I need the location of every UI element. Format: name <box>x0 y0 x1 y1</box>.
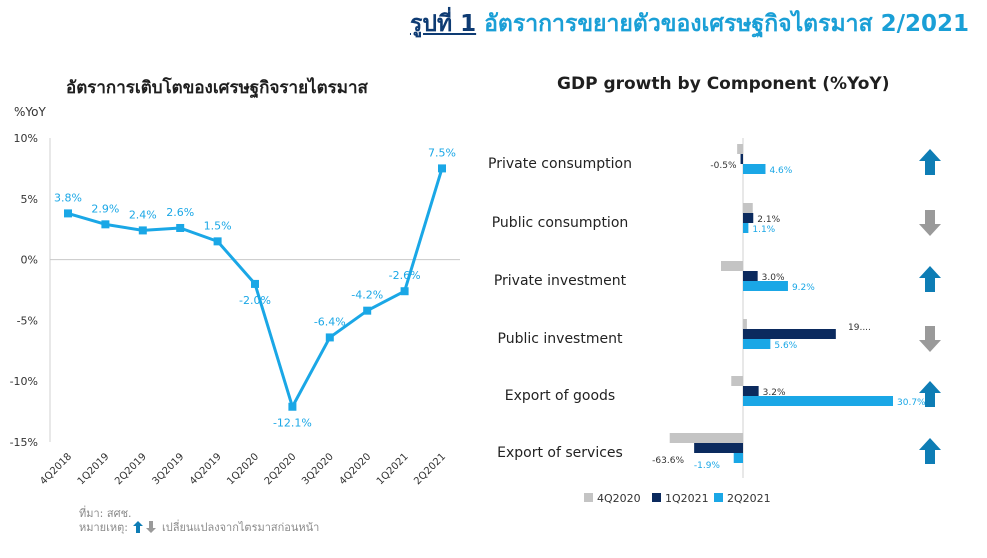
data-label-3Q2019: 2.6% <box>166 206 194 219</box>
data-point-1Q2020 <box>251 279 259 288</box>
figure-label: รูปที่ 1 <box>409 11 477 37</box>
data-label-2Q2020: -12.1% <box>273 417 312 430</box>
bar-value-label: 3.2% <box>763 388 786 398</box>
category-label: Private investment <box>494 273 627 289</box>
legend-swatch-2Q2021 <box>714 493 723 502</box>
data-label-4Q2018: 3.8% <box>54 191 82 204</box>
data-point-2Q2021 <box>438 164 446 173</box>
legend-label-4Q2020: 4Q2020 <box>597 492 641 505</box>
bar-chart-title: GDP growth by Component (%YoY) <box>557 74 890 94</box>
bar-value-label: -0.5% <box>710 161 737 171</box>
y-tick-label: -5% <box>17 314 38 327</box>
category-label: Public consumption <box>492 215 629 231</box>
bar-value-label: 4.6% <box>769 166 792 176</box>
bar-value-label: 5.6% <box>774 341 797 351</box>
data-label-4Q2020: -4.2% <box>351 289 383 302</box>
bar-2Q2021 <box>743 164 766 174</box>
bar-value-label: 19.... <box>848 323 871 333</box>
footnote-note: หมายเหตุ: เปลี่ยนแปลงจากไตรมาสก่อนหน้า <box>79 518 319 536</box>
category-label: Private consumption <box>488 156 632 172</box>
data-label-3Q2020: -6.4% <box>314 315 346 328</box>
bar-1Q2021 <box>743 271 758 281</box>
bar-1Q2021 <box>743 386 759 396</box>
legend-swatch-4Q2020 <box>584 493 593 502</box>
footnote-note-prefix: หมายเหตุ: <box>79 521 128 534</box>
bar-4Q2020 <box>669 433 743 443</box>
bar-4Q2020 <box>731 376 743 386</box>
bar-value-label: 3.0% <box>762 273 785 283</box>
legend-label-1Q2021: 1Q2021 <box>665 492 709 505</box>
data-label-2Q2021: 7.5% <box>428 146 456 159</box>
bar-4Q2020 <box>743 203 753 213</box>
data-label-1Q2020: -2.0% <box>239 294 271 307</box>
bar-2Q2021 <box>743 339 771 349</box>
category-label: Export of services <box>497 445 623 461</box>
footnote-note-text: เปลี่ยนแปลงจากไตรมาสก่อนหน้า <box>161 521 320 534</box>
bar-1Q2021 <box>740 154 743 164</box>
bar-1Q2021 <box>694 443 743 453</box>
y-tick-label: 5% <box>21 193 38 206</box>
data-label-2Q2019: 2.4% <box>129 208 157 221</box>
bar-value-label: -1.9% <box>694 461 721 471</box>
y-axis-label: %YoY <box>14 105 46 119</box>
category-label: Public investment <box>498 331 623 347</box>
y-tick-label: 0% <box>21 254 38 267</box>
bar-2Q2021 <box>733 453 743 463</box>
bar-2Q2021 <box>743 223 749 233</box>
data-point-3Q2019 <box>176 223 185 232</box>
down-arrow-icon <box>919 326 941 352</box>
legend-label-2Q2021: 2Q2021 <box>727 492 771 505</box>
y-tick-label: -15% <box>10 436 38 449</box>
page-title: รูปที่ 1 อัตราการขยายตัวของเศรษฐกิจไตรมาส… <box>410 6 969 42</box>
y-tick-label: -10% <box>10 375 38 388</box>
data-label-1Q2021: -2.6% <box>389 269 421 282</box>
footnote-source: ที่มา: สศช. <box>79 507 132 520</box>
up-arrow-icon <box>919 149 941 175</box>
bar-4Q2020 <box>737 144 743 154</box>
down-arrow-icon <box>919 210 941 236</box>
quarterly-growth-line-chart: %YoY 10% 5% 0% -5% -10% -15% 3.8% 2.9% 2.4% 2.6% 1.… <box>10 105 460 487</box>
figure-title: อัตราการขยายตัวของเศรษฐกิจไตรมาส 2/2021 <box>484 11 969 37</box>
category-label: Export of goods <box>505 388 615 404</box>
bar-value-label: 2.1% <box>757 215 780 225</box>
bar-2Q2021 <box>743 281 788 291</box>
bar-1Q2021 <box>743 213 754 223</box>
data-point-3Q2020 <box>325 333 334 342</box>
data-point-4Q2019 <box>213 237 222 246</box>
bar-value-label: 30.7% <box>897 398 926 408</box>
bar-4Q2020 <box>721 261 743 271</box>
data-point-1Q2019 <box>101 220 110 229</box>
y-tick-label: 10% <box>14 132 38 145</box>
bar-4Q2020 <box>743 319 747 329</box>
up-arrow-icon <box>919 266 941 292</box>
data-point-2Q2019 <box>138 226 147 235</box>
data-point-4Q2020 <box>363 306 372 315</box>
line-chart-title: อัตราการเติบโตของเศรษฐกิจรายไตรมาส <box>66 78 368 98</box>
bar-1Q2021 <box>743 329 836 339</box>
data-point-2Q2020 <box>288 402 297 411</box>
bar-value-label: 9.2% <box>792 283 815 293</box>
up-arrow-icon <box>919 438 941 464</box>
data-point-4Q2018 <box>64 209 72 218</box>
data-point-1Q2021 <box>400 287 409 296</box>
bar-value-label: -63.6% <box>652 456 684 466</box>
bar-2Q2021 <box>743 396 893 406</box>
bar-value-label: 1.1% <box>752 225 775 235</box>
up-down-arrows-icon <box>132 521 156 533</box>
data-label-4Q2019: 1.5% <box>204 219 232 232</box>
data-label-1Q2019: 2.9% <box>91 202 119 215</box>
up-arrow-icon <box>919 381 941 407</box>
legend-swatch-1Q2021 <box>652 493 661 502</box>
